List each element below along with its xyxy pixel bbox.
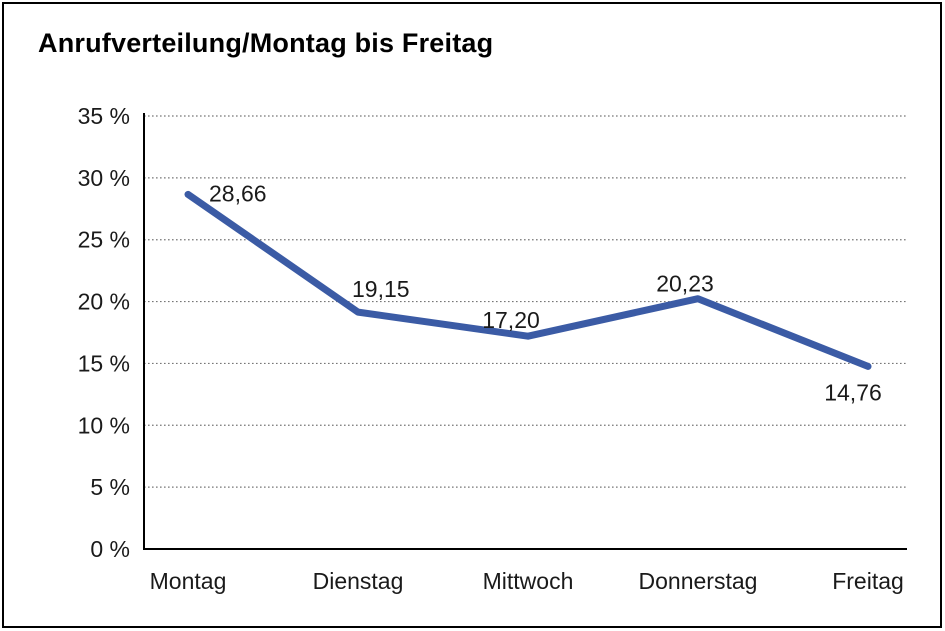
data-point-label: 28,66 bbox=[209, 180, 267, 206]
y-tick-label: 25 % bbox=[78, 227, 130, 253]
x-tick-label: Mittwoch bbox=[483, 568, 574, 594]
y-tick-label: 35 % bbox=[78, 103, 130, 129]
y-tick-label: 15 % bbox=[78, 350, 130, 376]
chart-title: Anrufverteilung/Montag bis Freitag bbox=[38, 28, 494, 58]
data-point-label: 17,20 bbox=[482, 307, 540, 333]
data-series-line bbox=[184, 190, 872, 370]
data-point-label: 19,15 bbox=[352, 276, 410, 302]
y-tick-label: 10 % bbox=[78, 412, 130, 438]
x-tick-label: Freitag bbox=[832, 568, 904, 594]
data-point-label: 14,76 bbox=[824, 379, 882, 405]
y-tick-label: 5 % bbox=[90, 474, 130, 500]
x-tick-label: Donnerstag bbox=[639, 568, 758, 594]
y-tick-label: 20 % bbox=[78, 289, 130, 315]
y-tick-label: 30 % bbox=[78, 165, 130, 191]
data-point-label: 20,23 bbox=[656, 271, 714, 297]
x-tick-label: Dienstag bbox=[313, 568, 404, 594]
x-tick-label: Montag bbox=[150, 568, 227, 594]
y-tick-label: 0 % bbox=[90, 536, 130, 562]
